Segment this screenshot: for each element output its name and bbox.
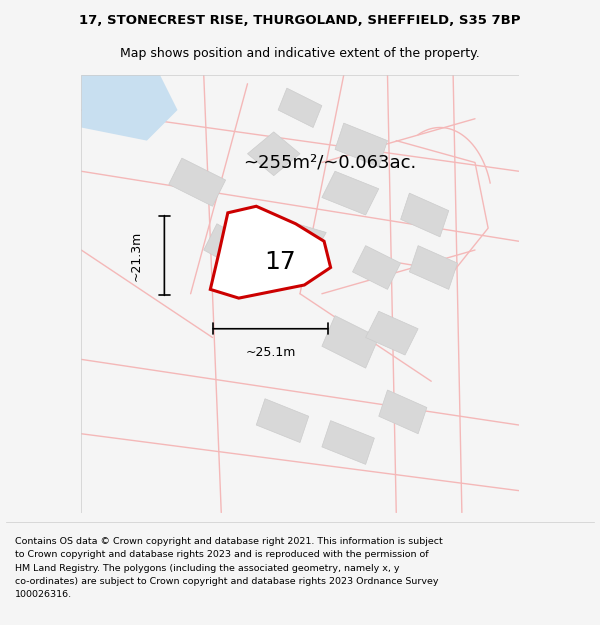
Polygon shape <box>81 75 178 141</box>
Polygon shape <box>278 88 322 127</box>
Polygon shape <box>265 219 326 263</box>
Polygon shape <box>211 206 331 298</box>
Text: ~255m²/~0.063ac.: ~255m²/~0.063ac. <box>243 154 416 171</box>
Polygon shape <box>409 246 458 289</box>
Polygon shape <box>353 246 401 289</box>
Text: 17, STONECREST RISE, THURGOLAND, SHEFFIELD, S35 7BP: 17, STONECREST RISE, THURGOLAND, SHEFFIE… <box>79 14 521 28</box>
Polygon shape <box>322 421 374 464</box>
Polygon shape <box>248 132 300 176</box>
Polygon shape <box>335 123 388 167</box>
Polygon shape <box>169 158 226 206</box>
Polygon shape <box>401 193 449 237</box>
Polygon shape <box>379 390 427 434</box>
Text: ~25.1m: ~25.1m <box>245 346 296 359</box>
Text: ~21.3m: ~21.3m <box>130 231 142 281</box>
Text: 17: 17 <box>265 249 296 274</box>
Text: Map shows position and indicative extent of the property.: Map shows position and indicative extent… <box>120 48 480 61</box>
Polygon shape <box>365 311 418 355</box>
Polygon shape <box>322 316 379 368</box>
Polygon shape <box>322 171 379 215</box>
Text: Contains OS data © Crown copyright and database right 2021. This information is : Contains OS data © Crown copyright and d… <box>15 538 443 599</box>
Polygon shape <box>204 224 256 272</box>
Polygon shape <box>256 399 309 442</box>
